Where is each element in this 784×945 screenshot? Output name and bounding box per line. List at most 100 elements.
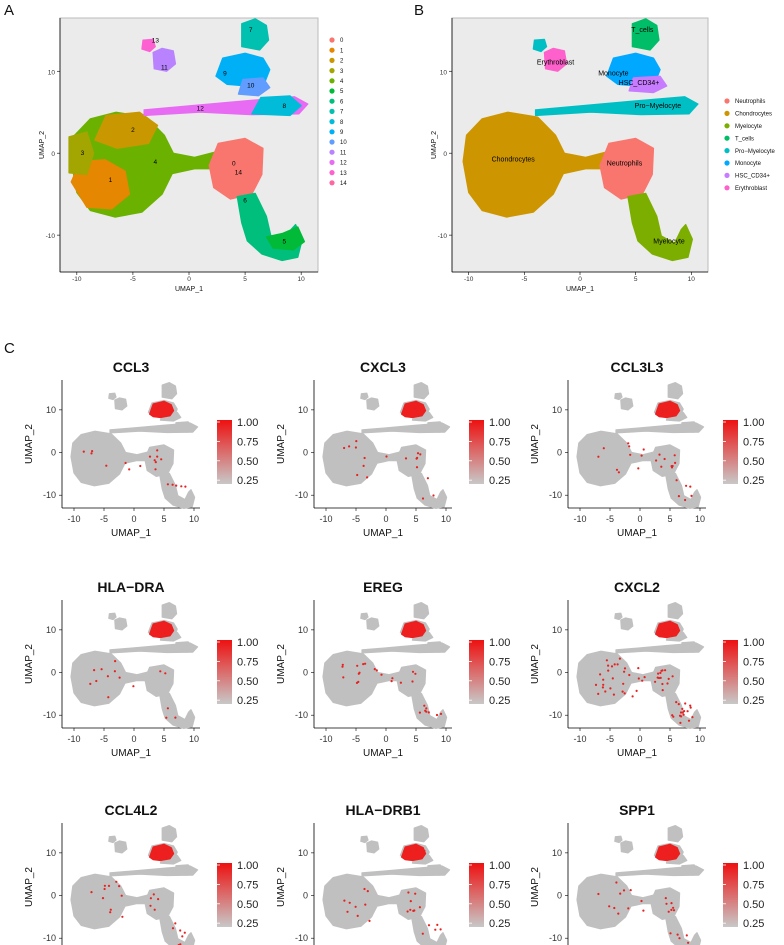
x-tick-label: -10 [573, 734, 586, 744]
cell-region [665, 472, 702, 509]
expressing-cell [669, 932, 672, 935]
expressing-cell [414, 672, 417, 675]
x-tick-label: 10 [695, 514, 705, 524]
expressing-cell [416, 452, 420, 455]
legend-entry: Myelocyte [735, 124, 763, 130]
cell-region [159, 692, 196, 729]
expressing-cell [413, 909, 416, 912]
feature-plot-6: CXCL2 -10 -5 0 5 10 -10 0 10 UMAP_1 UMAP_2 1.00 0.75… [530, 579, 764, 759]
expressing-cell [689, 704, 692, 707]
colorbar-label: 0.75 [237, 436, 258, 448]
expressing-cell [670, 902, 673, 905]
cell-region [144, 887, 175, 920]
x-tick-label: -5 [100, 734, 108, 744]
expressing-cell [672, 906, 675, 909]
y-tick-label: 0 [51, 448, 56, 458]
expressing-cell [665, 408, 668, 411]
y-axis-title: UMAP_2 [530, 644, 541, 684]
expressing-cell [348, 445, 351, 448]
y-tick-label: 0 [51, 891, 56, 901]
colorbar-label: 1.00 [237, 860, 258, 872]
celltype-label: Erythroblast [537, 60, 574, 67]
expressing-cell [610, 665, 614, 668]
x-tick-label: 0 [578, 276, 582, 283]
colorbar-label: 1.00 [743, 860, 764, 872]
cluster-label: 1 [109, 177, 113, 184]
legend-entry: 14 [340, 181, 347, 187]
feature-plot-2: CXCL3 -10 -5 0 5 10 -10 0 10 UMAP_1 UMAP_2 1.00 0.75… [276, 359, 510, 539]
expressing-cell [664, 669, 667, 672]
expressing-cell [669, 627, 672, 631]
colorbar-label: 1.00 [237, 637, 258, 649]
expressing-cell [174, 922, 177, 925]
cluster-13-region [141, 38, 156, 53]
y-axis-title: UMAP_2 [276, 424, 287, 464]
expressing-cell [156, 455, 159, 458]
expressing-cell [346, 910, 349, 913]
expressing-cell [154, 852, 157, 855]
umap-celltypes-plot: -10 -5 0 5 10 -10 0 10 UMAP_1 UMAP_2 Chondrocytes N… [431, 17, 776, 293]
expressing-cell [602, 678, 605, 681]
colorbar-label: 0.50 [743, 899, 764, 911]
x-tick-label: 10 [695, 734, 705, 744]
high-expression-region [401, 843, 427, 862]
cell-region [70, 873, 154, 930]
cell-region [667, 602, 684, 620]
legend-dot [329, 180, 335, 186]
expressing-cell [124, 461, 127, 465]
expressing-cell [597, 455, 600, 458]
cell-region [174, 641, 195, 653]
cell-region [576, 873, 660, 930]
cluster-label: 12 [197, 106, 205, 113]
expressing-cell [103, 884, 106, 887]
expressing-cell [434, 928, 437, 931]
expressing-cell [661, 412, 664, 415]
expressing-cell [118, 676, 121, 679]
cell-region [667, 825, 684, 843]
expressing-cell [343, 446, 346, 450]
expressing-cell [107, 884, 111, 888]
feature-plot-7: CCL4L2-10-50510-10010UMAP_1UMAP_21.000.7… [24, 802, 258, 945]
expressing-cell [420, 847, 423, 850]
legend-entry: 9 [340, 130, 344, 136]
expressing-cell [628, 673, 631, 677]
expressing-cell [154, 468, 157, 471]
expressing-cell [168, 629, 171, 632]
expressing-cell [674, 629, 677, 632]
colorbar-label: 0.75 [743, 436, 764, 448]
cluster-2-region [94, 111, 159, 149]
legend-dot [329, 88, 335, 94]
cell-region [174, 864, 195, 876]
expressing-cell [411, 670, 415, 673]
cell-region [366, 840, 380, 854]
expressing-cell [665, 902, 668, 905]
feature-plot-title: CXCL2 [614, 579, 660, 595]
panel-label-c: C [4, 340, 15, 357]
feature-plot-9: SPP1-10-50510-10010UMAP_1UMAP_21.000.750… [530, 802, 764, 945]
colorbar-label: 0.25 [489, 475, 510, 487]
expressing-cell [671, 675, 674, 678]
cell-region [413, 825, 430, 843]
expressing-cell [167, 625, 170, 628]
expressing-cell [657, 672, 660, 675]
expressing-cell [158, 404, 161, 407]
panel-label-a: A [4, 2, 14, 19]
cell-region [396, 887, 427, 920]
expressing-cell [160, 458, 163, 461]
expressing-cell [166, 483, 169, 486]
expressing-cell [364, 903, 367, 906]
colorbar [723, 863, 738, 927]
x-axis-title: UMAP_1 [363, 528, 403, 539]
expressing-cell [423, 849, 426, 852]
cell-region [161, 382, 178, 400]
legend-dot [329, 129, 335, 135]
cell-region [108, 392, 117, 401]
expressing-cell [619, 892, 622, 895]
expressing-cell [154, 855, 157, 858]
expressing-cell [663, 457, 666, 461]
expressing-cell [363, 456, 366, 460]
x-tick-label: 0 [187, 276, 191, 283]
colorbar [217, 420, 232, 484]
legend-entry: 7 [340, 110, 344, 116]
cell-region [411, 472, 448, 509]
